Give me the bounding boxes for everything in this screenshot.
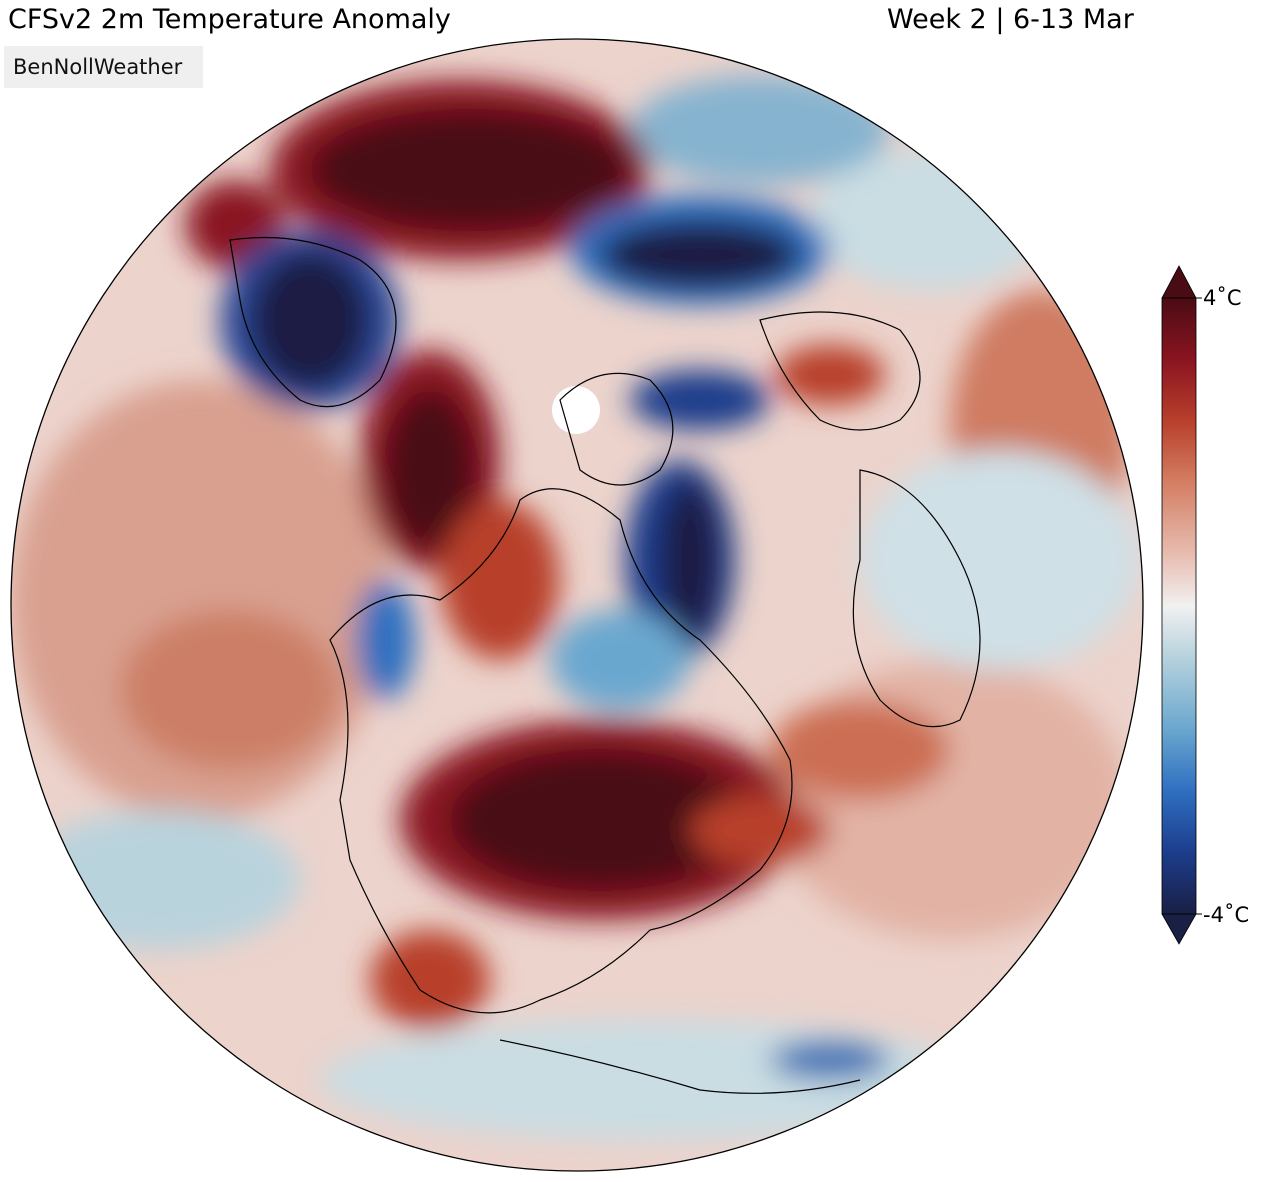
forecast-period: Week 2 | 6-13 Mar <box>887 4 1134 35</box>
coastlines <box>229 236 981 1094</box>
globe-outline <box>10 38 1144 1172</box>
colorbar-max-label: 4˚C <box>1203 286 1242 310</box>
colorbar <box>1161 265 1202 945</box>
colorbar-min-label: -4˚C <box>1203 903 1250 927</box>
map-title: CFSv2 2m Temperature Anomaly <box>8 4 451 35</box>
watermark-label: BenNollWeather <box>4 46 203 88</box>
anomaly-field <box>11 39 1143 1171</box>
colorbar-max-arrow <box>1161 265 1197 299</box>
colorbar-ramp <box>1162 298 1196 914</box>
colorbar-min-arrow <box>1161 913 1197 945</box>
